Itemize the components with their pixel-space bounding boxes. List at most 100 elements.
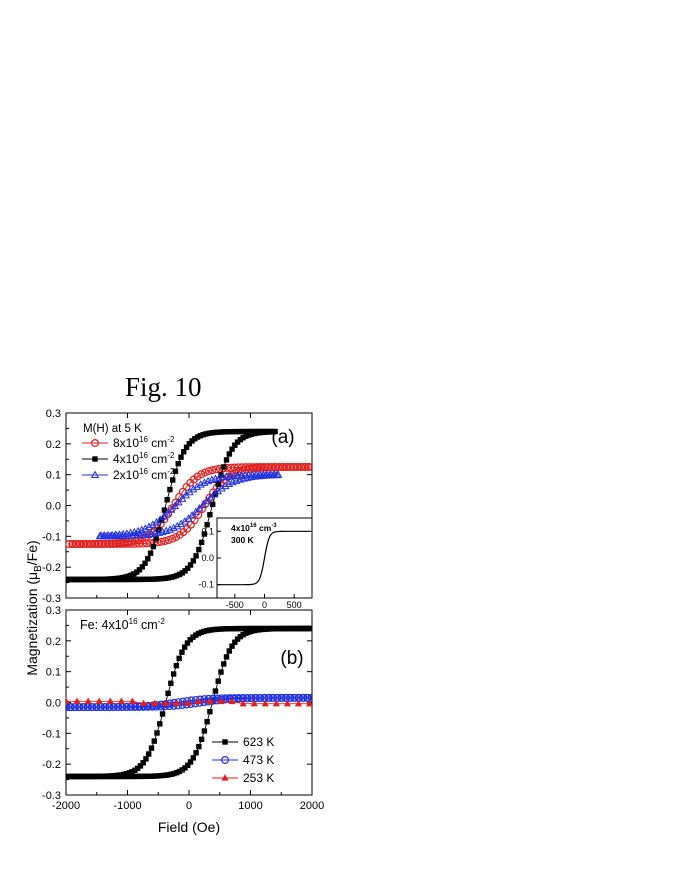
- data-point: [281, 693, 290, 702]
- data-point: [185, 487, 194, 496]
- data-point: [245, 625, 252, 632]
- series-4x10-16-cm-2: [66, 428, 278, 583]
- data-point: [77, 576, 83, 583]
- data-point: [178, 494, 187, 502]
- data-point: [174, 769, 180, 776]
- data-point: [121, 773, 127, 780]
- data-point: [148, 745, 155, 751]
- data-point: [126, 770, 133, 776]
- data-point: [287, 625, 293, 632]
- data-point: [139, 699, 148, 707]
- data-point: [118, 773, 125, 780]
- data-point: [137, 525, 146, 534]
- data-point: [237, 625, 243, 632]
- y-tick-label: 0.0: [46, 698, 61, 710]
- data-point: [189, 484, 198, 493]
- data-point: [195, 697, 203, 705]
- data-point: [66, 576, 72, 583]
- data-point: [265, 626, 271, 632]
- data-point: [104, 773, 111, 780]
- data-point: [191, 507, 200, 516]
- data-point: [242, 694, 251, 703]
- series-253-k: [66, 697, 312, 707]
- data-point: [220, 626, 227, 632]
- data-point: [232, 442, 238, 448]
- data-point: [170, 477, 176, 483]
- data-point: [79, 773, 86, 780]
- data-point: [193, 632, 199, 638]
- data-point: [178, 454, 184, 460]
- data-point: [240, 632, 246, 638]
- data-point: [135, 702, 144, 711]
- data-point: [301, 625, 307, 632]
- data-point: [257, 626, 263, 633]
- data-point: [134, 569, 140, 575]
- data-point: [208, 466, 217, 475]
- data-point: [169, 523, 178, 532]
- data-point: [93, 576, 100, 583]
- data-point: [247, 694, 256, 703]
- data-point: [68, 576, 75, 583]
- data-point: [201, 628, 207, 635]
- data-point: [179, 767, 185, 773]
- data-point: [307, 693, 312, 702]
- data-point: [223, 654, 230, 660]
- data-point: [66, 703, 70, 712]
- data-point: [115, 773, 122, 780]
- data-point: [151, 576, 158, 582]
- data-point: [211, 429, 217, 436]
- y-tick-label: -0.2: [42, 759, 61, 771]
- series-623-k: [66, 625, 312, 780]
- data-point: [77, 773, 83, 780]
- inset-y-tick-label: 0.0: [201, 553, 214, 563]
- y-tick-label: 0.1: [46, 470, 61, 482]
- data-point: [270, 429, 277, 435]
- data-point: [150, 543, 157, 550]
- data-point: [197, 433, 204, 439]
- data-point: [138, 576, 144, 583]
- data-point: [152, 517, 161, 526]
- data-point: [132, 576, 138, 583]
- data-point: [265, 429, 271, 435]
- data-point: [224, 479, 234, 488]
- data-point: [104, 576, 111, 583]
- data-point: [242, 625, 249, 632]
- data-point: [293, 625, 299, 632]
- y-tick-label: 0.3: [46, 605, 61, 617]
- y-tick-label: -0.1: [42, 728, 61, 740]
- data-point: [207, 512, 213, 518]
- data-point: [182, 568, 188, 574]
- data-point: [221, 464, 227, 470]
- data-point: [234, 694, 243, 703]
- data-point: [243, 433, 249, 439]
- x-tick-label: 2000: [300, 800, 324, 812]
- data-point: [261, 699, 269, 707]
- inset-curve: [217, 530, 312, 586]
- data-point: [231, 625, 238, 632]
- data-point: [298, 693, 307, 702]
- data-point: [204, 628, 210, 634]
- panel-b: 0.3 0.2 0.1 0.0 -0.1 -0.2 -0.3-2000 -1000 0 1000 2…: [42, 605, 324, 835]
- data-point: [139, 564, 145, 570]
- data-point: [154, 773, 161, 779]
- data-point: [204, 467, 213, 476]
- data-point: [268, 429, 274, 435]
- data-point: [251, 430, 257, 437]
- data-point: [259, 626, 266, 633]
- data-point: [181, 449, 187, 455]
- data-point: [226, 471, 235, 480]
- data-point: [150, 699, 159, 707]
- data-point: [198, 736, 205, 743]
- data-point: [107, 773, 113, 780]
- inset-x-tick-label: 500: [287, 600, 302, 610]
- data-point: [161, 507, 168, 513]
- data-point: [259, 429, 266, 436]
- data-point: [203, 476, 213, 485]
- inset-y-tick-label: 0.1: [201, 526, 214, 536]
- data-point: [217, 626, 224, 632]
- data-point: [196, 480, 205, 488]
- data-point: [82, 773, 89, 780]
- data-point: [179, 570, 185, 576]
- data-point: [165, 772, 172, 778]
- panel-a: 0.3 0.2 0.1 0.0 -0.1 -0.2 -0.3 (a) M(H) at 5 K…: [42, 408, 313, 610]
